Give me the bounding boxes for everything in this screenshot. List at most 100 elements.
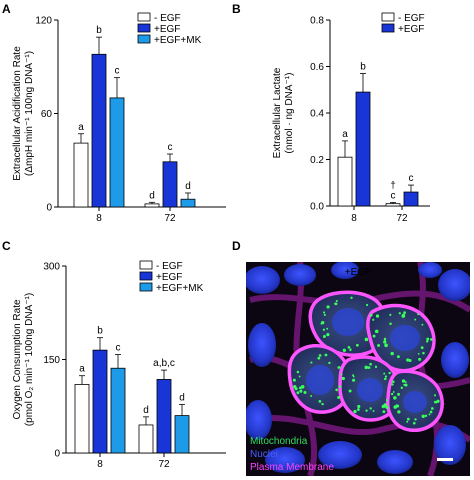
mitochondria-punctum <box>372 318 375 321</box>
mitochondria-punctum <box>335 388 339 392</box>
significance-label: b <box>360 61 366 72</box>
mitochondria-punctum <box>338 366 341 369</box>
legend-entry: - EGF <box>398 13 425 24</box>
mitochondria-punctum <box>318 354 322 357</box>
legend-entry: - EGF <box>154 13 181 24</box>
mitochondria-punctum <box>414 418 417 421</box>
legend-plasma-membrane: Plasma Membrane <box>250 462 334 473</box>
mitochondria-punctum <box>367 366 371 369</box>
y-tick-label: 150 <box>43 355 60 366</box>
mitochondria-punctum <box>383 372 386 375</box>
significance-label: b <box>96 25 102 36</box>
y-tick-label: 0 <box>46 203 52 214</box>
x-tick-label: 8 <box>96 213 102 224</box>
significance-label: a <box>342 129 348 140</box>
mitochondria-punctum <box>382 410 386 414</box>
y-axis-label-units: (nmol · ng DNA⁻¹) <box>284 73 295 154</box>
y-tick-label: 0.6 <box>310 62 324 73</box>
micrograph-image <box>246 262 470 476</box>
y-axis-label: Oxygen Consumption Rate <box>12 299 23 420</box>
mitochondria-punctum <box>326 327 329 330</box>
legend-entry: +EGF <box>156 272 182 283</box>
mitochondria-punctum <box>321 321 325 325</box>
y-axis-label-units: (ΔmpH min⁻¹ 100ng DNA⁻¹) <box>24 51 35 176</box>
bar <box>156 379 172 454</box>
bar <box>144 203 160 208</box>
mitochondria-punctum <box>404 383 408 387</box>
y-tick-label: 0.2 <box>310 155 324 166</box>
significance-label: c <box>391 191 396 202</box>
mitochondria-punctum <box>369 362 372 366</box>
mitochondria-punctum <box>369 407 372 410</box>
mitochondria-punctum <box>393 396 397 400</box>
mitochondria-punctum <box>317 356 321 360</box>
legend-swatch <box>137 34 151 44</box>
mitochondria-punctum <box>381 404 386 409</box>
significance-label: a,b,c <box>153 358 175 369</box>
significance-label: † <box>390 181 396 192</box>
mitochondria-punctum <box>406 420 409 423</box>
mitochondria-punctum <box>292 378 296 382</box>
mitochondria-punctum <box>422 351 425 355</box>
mitochondria-punctum <box>406 417 410 421</box>
bar <box>385 203 401 207</box>
x-tick-label: 72 <box>164 213 176 224</box>
mitochondria-punctum <box>391 383 394 386</box>
significance-label: c <box>115 66 120 77</box>
mitochondria-punctum <box>397 392 400 396</box>
mitochondria-punctum <box>366 303 369 307</box>
legend-nuclei: Nuclei <box>250 449 278 460</box>
panel-label-b: B <box>232 2 241 16</box>
mitochondria-punctum <box>365 409 368 412</box>
significance-label: d <box>143 405 149 416</box>
bar <box>337 156 353 207</box>
mitochondria-punctum <box>388 371 391 375</box>
legend-swatch <box>381 23 395 33</box>
mitochondria-punctum <box>425 340 429 343</box>
bar <box>180 198 196 208</box>
bar <box>73 142 89 208</box>
mitochondria-punctum <box>300 385 305 389</box>
mitochondria-punctum <box>342 377 345 380</box>
chart-c: 0 150 300 Oxygen Consumption Rate (pmol O₂ m… <box>12 260 226 470</box>
bar <box>355 91 371 207</box>
mitochondria-punctum <box>323 311 326 314</box>
mitochondria-punctum <box>335 299 338 303</box>
mitochondria-punctum <box>296 370 300 374</box>
significance-label: c <box>168 142 173 153</box>
y-tick-label: 300 <box>43 262 60 273</box>
mitochondria-punctum <box>414 318 417 321</box>
mitochondria-punctum <box>322 335 326 338</box>
mitochondria-punctum <box>322 328 326 331</box>
significance-label: b <box>97 326 103 337</box>
mitochondria-punctum <box>426 337 430 341</box>
bar <box>109 97 125 208</box>
legend-mitochondria: Mitochondria <box>250 436 308 447</box>
significance-label: a <box>79 364 85 375</box>
legend-swatch <box>137 23 151 33</box>
mitochondria-punctum <box>352 374 354 377</box>
mitochondria-punctum <box>334 302 337 305</box>
mitochondria-punctum <box>403 311 406 315</box>
legend-entry: +EGF <box>154 24 180 35</box>
y-axis-label: Extracellular Lactate <box>272 67 283 158</box>
mitochondria-punctum <box>338 385 342 389</box>
mitochondria-punctum <box>392 380 395 384</box>
mitochondria-punctum <box>430 411 433 414</box>
y-tick-label: 0.0 <box>310 202 324 213</box>
mitochondria-punctum <box>294 387 298 391</box>
mitochondria-punctum <box>436 399 440 403</box>
mitochondria-punctum <box>340 373 343 376</box>
mitochondria-punctum <box>430 407 434 410</box>
mitochondria-punctum <box>299 389 303 393</box>
mitochondria-punctum <box>421 346 424 350</box>
y-axis-label: Extracellular Acidification Rate <box>12 46 23 181</box>
x-tick-label: 8 <box>351 213 357 224</box>
mitochondria-punctum <box>385 399 388 402</box>
mitochondria-punctum <box>303 391 307 395</box>
mitochondria-punctum <box>369 313 373 317</box>
mitochondria-punctum <box>390 392 394 396</box>
mitochondria-punctum <box>396 355 400 359</box>
x-tick-label: 72 <box>158 459 170 470</box>
